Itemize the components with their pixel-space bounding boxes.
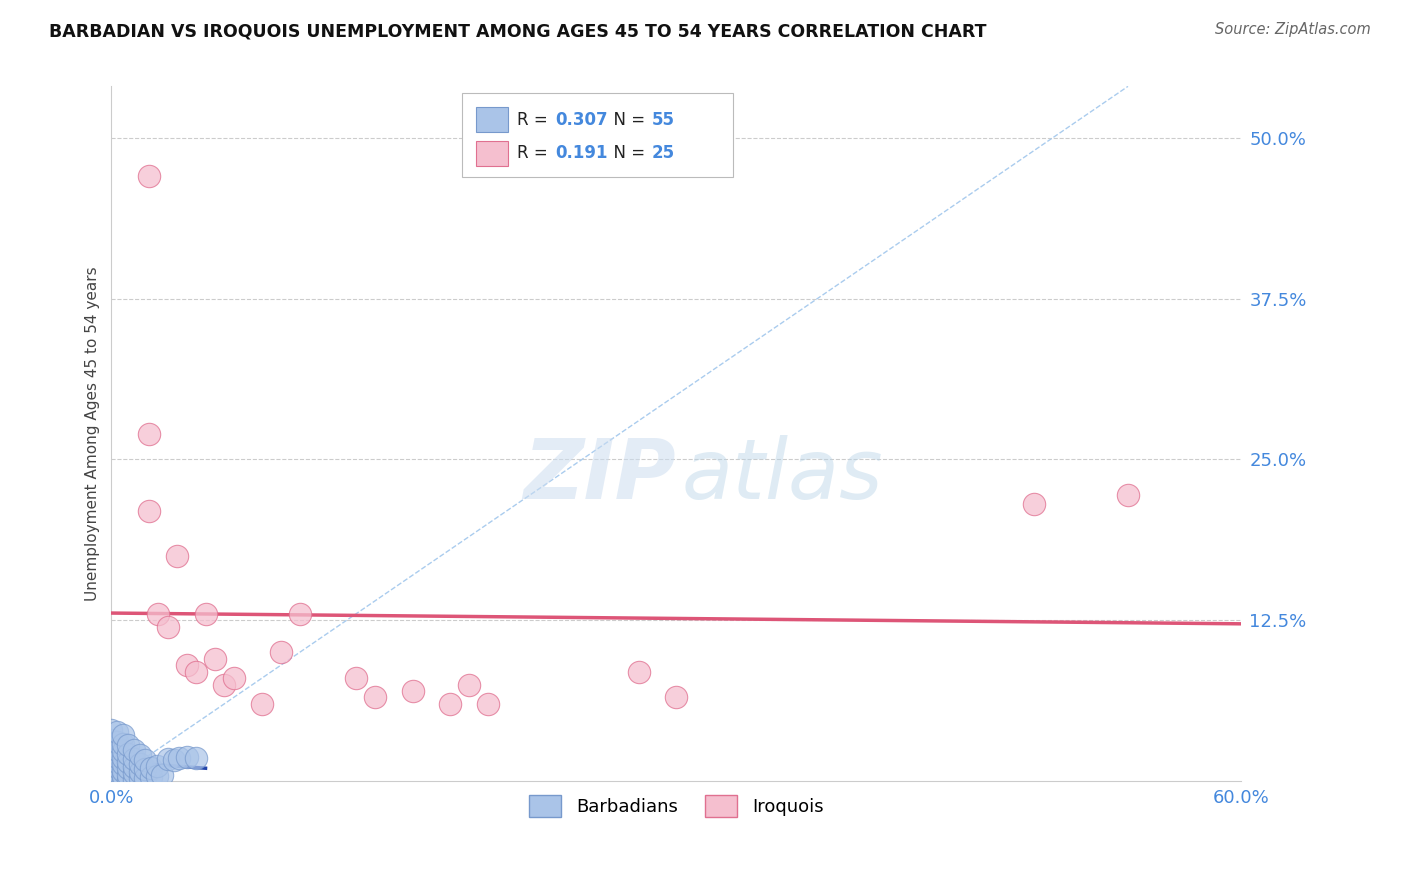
Point xyxy=(117,747,139,761)
Point xyxy=(111,769,134,783)
Point xyxy=(105,774,128,789)
Point xyxy=(139,770,162,784)
Point xyxy=(134,772,156,786)
Point xyxy=(194,607,217,621)
Point xyxy=(138,169,160,184)
Point xyxy=(117,755,139,769)
FancyBboxPatch shape xyxy=(461,94,733,177)
Point xyxy=(665,690,688,705)
Point xyxy=(100,774,122,789)
Text: 0.307: 0.307 xyxy=(555,111,607,128)
Point xyxy=(145,769,167,783)
Point xyxy=(167,751,190,765)
Legend: Barbadians, Iroquois: Barbadians, Iroquois xyxy=(522,788,831,824)
Text: R =: R = xyxy=(517,111,553,128)
Point xyxy=(166,549,188,563)
Y-axis label: Unemployment Among Ages 45 to 54 years: Unemployment Among Ages 45 to 54 years xyxy=(86,267,100,601)
Text: 25: 25 xyxy=(651,144,675,162)
Point xyxy=(128,772,150,786)
Point xyxy=(1116,488,1139,502)
Point xyxy=(111,764,134,778)
Point xyxy=(162,753,184,767)
Text: Source: ZipAtlas.com: Source: ZipAtlas.com xyxy=(1215,22,1371,37)
Point xyxy=(100,757,122,772)
Point xyxy=(105,755,128,769)
Text: R =: R = xyxy=(517,144,558,162)
Point xyxy=(270,645,292,659)
Text: 55: 55 xyxy=(651,111,675,128)
Point xyxy=(111,728,134,742)
Point xyxy=(100,747,122,761)
Point xyxy=(627,665,650,679)
Point xyxy=(250,697,273,711)
Point xyxy=(122,772,145,787)
Point xyxy=(176,749,198,764)
Point xyxy=(105,735,128,749)
Point xyxy=(122,752,145,766)
Point xyxy=(128,757,150,772)
FancyBboxPatch shape xyxy=(477,141,508,166)
Point xyxy=(117,761,139,775)
Point xyxy=(214,677,236,691)
Point xyxy=(100,723,122,737)
Point xyxy=(184,751,207,765)
Point xyxy=(100,740,122,755)
Point xyxy=(150,767,173,781)
Point xyxy=(122,760,145,774)
Point xyxy=(458,677,481,691)
Point xyxy=(122,766,145,780)
Point xyxy=(100,763,122,777)
Point xyxy=(145,758,167,772)
Point xyxy=(100,752,122,766)
Text: BARBADIAN VS IROQUOIS UNEMPLOYMENT AMONG AGES 45 TO 54 YEARS CORRELATION CHART: BARBADIAN VS IROQUOIS UNEMPLOYMENT AMONG… xyxy=(49,22,987,40)
Text: atlas: atlas xyxy=(682,435,883,516)
Point xyxy=(105,725,128,739)
Point xyxy=(105,770,128,784)
Point xyxy=(105,749,128,764)
Point xyxy=(105,760,128,774)
Point xyxy=(105,743,128,757)
Point xyxy=(100,766,122,780)
Point xyxy=(138,504,160,518)
Text: 0.191: 0.191 xyxy=(555,144,607,162)
Point xyxy=(364,690,387,705)
Point xyxy=(138,426,160,441)
Point xyxy=(117,738,139,752)
Point xyxy=(134,753,156,767)
Point xyxy=(344,671,367,685)
Point xyxy=(105,764,128,779)
Point xyxy=(111,737,134,751)
Point xyxy=(222,671,245,685)
Point xyxy=(111,744,134,758)
Point xyxy=(184,665,207,679)
Point xyxy=(117,767,139,781)
Point xyxy=(401,684,423,698)
Point xyxy=(100,732,122,747)
Point xyxy=(1022,498,1045,512)
Point xyxy=(439,697,461,711)
Point xyxy=(139,761,162,775)
Point xyxy=(111,774,134,789)
Point xyxy=(477,697,499,711)
Point xyxy=(122,743,145,757)
Point xyxy=(148,607,170,621)
Point xyxy=(176,658,198,673)
Text: N =: N = xyxy=(603,144,650,162)
Point xyxy=(111,751,134,765)
Point xyxy=(128,764,150,779)
Point xyxy=(128,748,150,763)
Point xyxy=(156,620,179,634)
FancyBboxPatch shape xyxy=(477,107,508,132)
Point xyxy=(288,607,311,621)
Point xyxy=(117,772,139,787)
Text: ZIP: ZIP xyxy=(523,435,676,516)
Point xyxy=(134,763,156,777)
Point xyxy=(111,757,134,772)
Point xyxy=(204,652,226,666)
Point xyxy=(100,770,122,784)
Text: N =: N = xyxy=(603,111,650,128)
Point xyxy=(156,752,179,766)
